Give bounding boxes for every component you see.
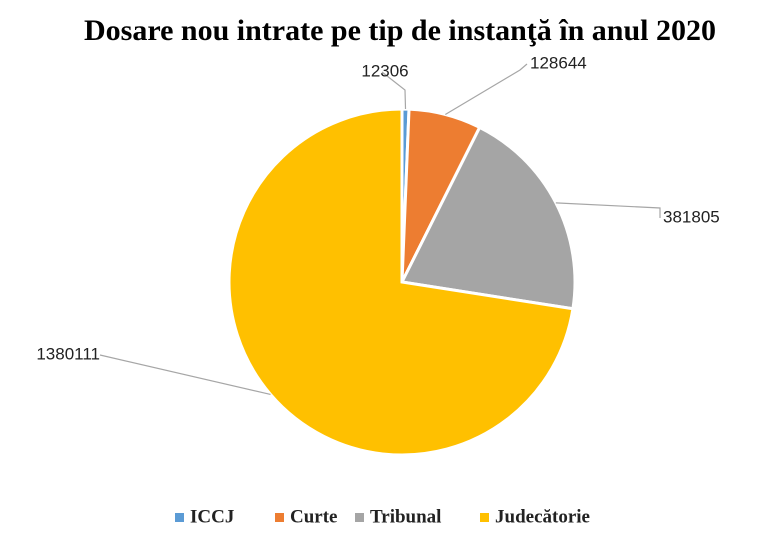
legend-label: Curte <box>290 506 337 527</box>
legend-label: Judecătorie <box>495 506 590 527</box>
legend-swatch <box>480 513 489 522</box>
leader-line <box>445 63 528 116</box>
pie-slice <box>399 125 577 311</box>
legend-swatch <box>355 513 364 522</box>
leader-line <box>555 202 661 218</box>
data-label: 12306 <box>361 61 408 80</box>
legend-label: Tribunal <box>370 506 441 527</box>
data-label: 1380111 <box>36 344 100 363</box>
legend-label: ICCJ <box>190 506 234 527</box>
data-label: 381805 <box>663 207 720 226</box>
leader-line <box>381 71 407 110</box>
legend-swatch <box>275 513 284 522</box>
chart-title: Dosare nou intrate pe tip de instanţă în… <box>84 14 716 47</box>
legend-swatch <box>175 513 184 522</box>
leader-line <box>99 354 271 396</box>
data-label: 128644 <box>530 53 587 72</box>
